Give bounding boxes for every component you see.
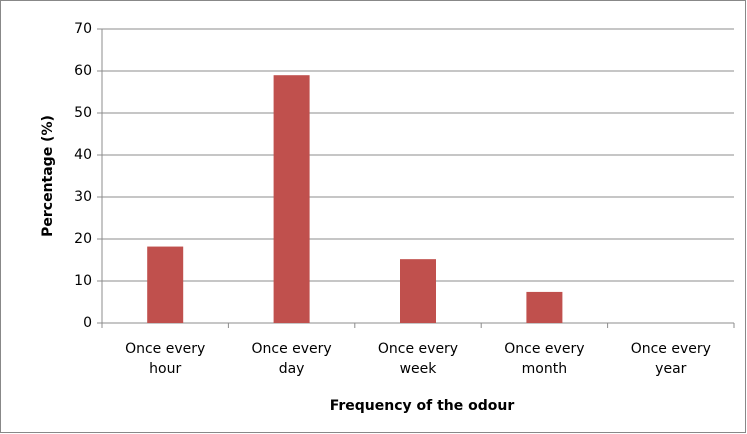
x-tick-label: Once every week — [377, 341, 459, 377]
y-tick-label: 50 — [74, 105, 92, 121]
x-tick-label: Once every hour — [125, 341, 206, 377]
y-tick-label: 20 — [74, 231, 92, 247]
x-axis-title: Frequency of the odour — [330, 398, 515, 414]
bar — [400, 259, 436, 323]
y-tick-label: 10 — [74, 273, 92, 289]
y-tick-label: 0 — [83, 315, 92, 331]
y-tick-label: 40 — [74, 147, 92, 163]
y-tick-label: 60 — [74, 63, 92, 79]
x-tick-label: Once every day — [251, 341, 332, 377]
bar — [273, 75, 310, 323]
bar — [526, 291, 563, 323]
bar — [147, 246, 184, 323]
x-tick-label: Once every month — [504, 341, 585, 377]
y-axis-title: Percentage (%) — [40, 115, 56, 237]
x-tick-label: Once every year — [630, 341, 711, 377]
y-tick-label: 30 — [74, 189, 92, 205]
y-tick-label: 70 — [74, 21, 92, 37]
